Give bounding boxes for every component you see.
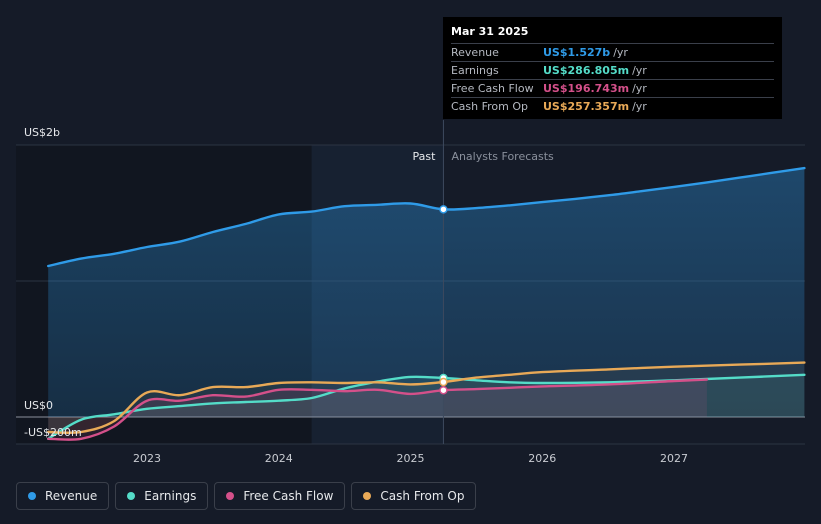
legend-label: Earnings: [144, 489, 197, 503]
tooltip-unit: /yr: [613, 46, 628, 59]
legend-item-free-cash-flow[interactable]: Free Cash Flow: [214, 482, 346, 510]
current-markers: [439, 205, 448, 395]
series-lines: [47, 166, 806, 441]
tooltip-row-free-cash-flow: Free Cash Flow US$196.743m /yr: [451, 79, 774, 97]
tooltip-name: Free Cash Flow: [451, 82, 534, 95]
x-tick-label: 2025: [397, 452, 425, 465]
tooltip-value: US$1.527b: [543, 46, 611, 59]
tooltip-date: Mar 31 2025: [451, 25, 529, 38]
x-tick-label: 2024: [265, 452, 293, 465]
past-label: Past: [413, 150, 437, 163]
tooltip-name: Cash From Op: [451, 100, 529, 113]
area-earnings: [48, 374, 805, 439]
legend-label: Cash From Op: [380, 489, 465, 503]
legend: Revenue Earnings Free Cash Flow Cash Fro…: [16, 482, 477, 510]
tooltip-unit: /yr: [632, 64, 647, 77]
tooltip-row-earnings: Earnings US$286.805m /yr: [451, 61, 774, 79]
legend-item-revenue[interactable]: Revenue: [16, 482, 110, 510]
tooltip-value: US$196.743m: [543, 82, 630, 95]
marker-revenue: [439, 205, 448, 214]
tooltip-row-cash-from-op: Cash From Op US$257.357m /yr: [451, 97, 774, 115]
series-areas: [48, 168, 805, 440]
line-revenue: [47, 166, 806, 268]
x-axis-labels: 2023 2024 2025 2026 2027: [133, 452, 688, 465]
x-tick-label: 2023: [133, 452, 161, 465]
legend-dot-icon: [127, 492, 136, 500]
area-free-cash-flow: [48, 379, 707, 440]
tooltip-name: Earnings: [451, 64, 499, 77]
y-axis-labels: US$2b US$0 -US$200m: [24, 126, 82, 439]
area-cash-from-op: [48, 362, 805, 433]
tooltip-unit: /yr: [632, 82, 647, 95]
y-tick-label: -US$200m: [24, 426, 82, 439]
legend-label: Free Cash Flow: [243, 489, 334, 503]
legend-label: Revenue: [45, 489, 98, 503]
marker-free-cash-flow: [439, 385, 448, 395]
tooltip-row-revenue: Revenue US$1.527b /yr: [451, 43, 774, 61]
y-tick-label: US$0: [24, 399, 53, 412]
area-revenue: [48, 168, 805, 417]
tooltip: Mar 31 2025 Revenue US$1.527b /yr Earnin…: [443, 17, 782, 119]
legend-dot-icon: [226, 492, 235, 500]
marker-cash-from-op: [439, 377, 448, 387]
tooltip-unit: /yr: [632, 100, 647, 113]
line-free-cash-flow: [47, 378, 709, 441]
legend-item-earnings[interactable]: Earnings: [115, 482, 209, 510]
tooltip-value: US$257.357m: [543, 100, 630, 113]
tooltip-value: US$286.805m: [543, 64, 630, 77]
legend-dot-icon: [363, 492, 372, 500]
tooltip-name: Revenue: [451, 46, 499, 59]
legend-dot-icon: [28, 492, 36, 500]
line-cash-from-op: [47, 361, 806, 434]
x-tick-label: 2027: [660, 452, 688, 465]
y-tick-label: US$2b: [24, 126, 60, 139]
legend-item-cash-from-op[interactable]: Cash From Op: [351, 482, 477, 510]
forecast-label: Analysts Forecasts: [451, 150, 554, 163]
x-tick-label: 2026: [528, 452, 556, 465]
